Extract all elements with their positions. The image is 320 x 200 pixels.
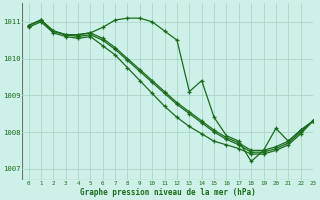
X-axis label: Graphe pression niveau de la mer (hPa): Graphe pression niveau de la mer (hPa) [80,188,256,197]
